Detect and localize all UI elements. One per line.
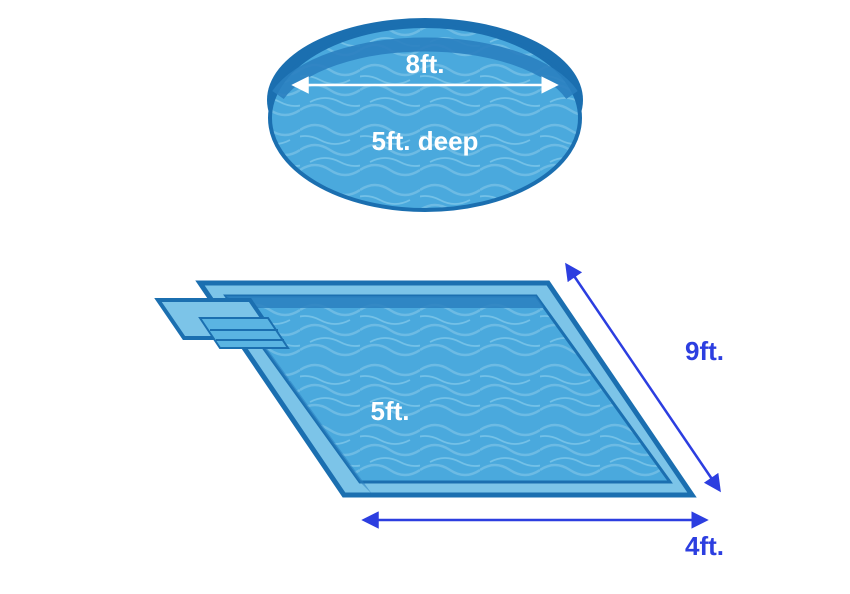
rect-width-label: 4ft. xyxy=(685,531,724,561)
round-diameter-label: 8ft. xyxy=(406,49,445,79)
pool-diagram: 8ft. 5ft. deep 5ft. 9ft. 4ft. xyxy=(0,0,850,594)
round-pool: 8ft. 5ft. deep xyxy=(267,18,583,210)
rect-pool: 5ft. 9ft. 4ft. xyxy=(158,270,724,561)
rect-length-label: 9ft. xyxy=(685,336,724,366)
rect-depth-label: 5ft. xyxy=(371,396,410,426)
round-depth-label: 5ft. deep xyxy=(372,126,479,156)
